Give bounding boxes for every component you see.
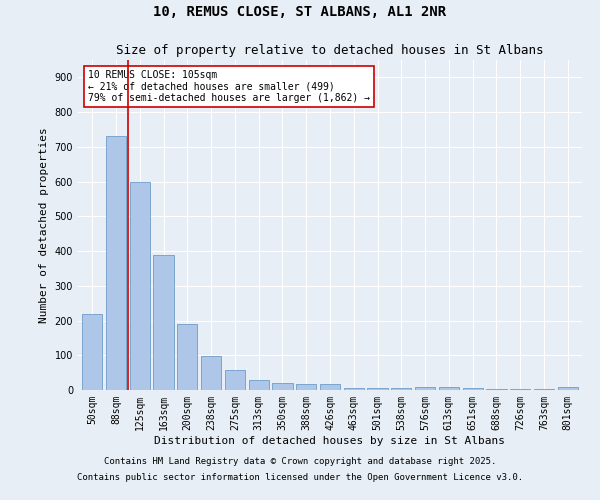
- Bar: [367, 388, 388, 390]
- Bar: [82, 314, 103, 390]
- Bar: [248, 380, 269, 390]
- Text: Contains public sector information licensed under the Open Government Licence v3: Contains public sector information licen…: [77, 472, 523, 482]
- Bar: [296, 384, 316, 390]
- Bar: [320, 384, 340, 390]
- Bar: [177, 324, 197, 390]
- Bar: [272, 383, 293, 390]
- Y-axis label: Number of detached properties: Number of detached properties: [39, 127, 49, 323]
- Bar: [106, 136, 126, 390]
- Bar: [463, 388, 483, 390]
- Bar: [391, 388, 412, 390]
- Bar: [344, 388, 364, 390]
- Bar: [557, 387, 578, 390]
- Bar: [201, 356, 221, 390]
- Text: 10, REMUS CLOSE, ST ALBANS, AL1 2NR: 10, REMUS CLOSE, ST ALBANS, AL1 2NR: [154, 5, 446, 19]
- Bar: [130, 182, 150, 390]
- Text: 10 REMUS CLOSE: 105sqm
← 21% of detached houses are smaller (499)
79% of semi-de: 10 REMUS CLOSE: 105sqm ← 21% of detached…: [88, 70, 370, 103]
- Title: Size of property relative to detached houses in St Albans: Size of property relative to detached ho…: [116, 44, 544, 58]
- Bar: [225, 370, 245, 390]
- Bar: [154, 254, 173, 390]
- X-axis label: Distribution of detached houses by size in St Albans: Distribution of detached houses by size …: [155, 436, 505, 446]
- Bar: [439, 386, 459, 390]
- Bar: [415, 386, 435, 390]
- Text: Contains HM Land Registry data © Crown copyright and database right 2025.: Contains HM Land Registry data © Crown c…: [104, 458, 496, 466]
